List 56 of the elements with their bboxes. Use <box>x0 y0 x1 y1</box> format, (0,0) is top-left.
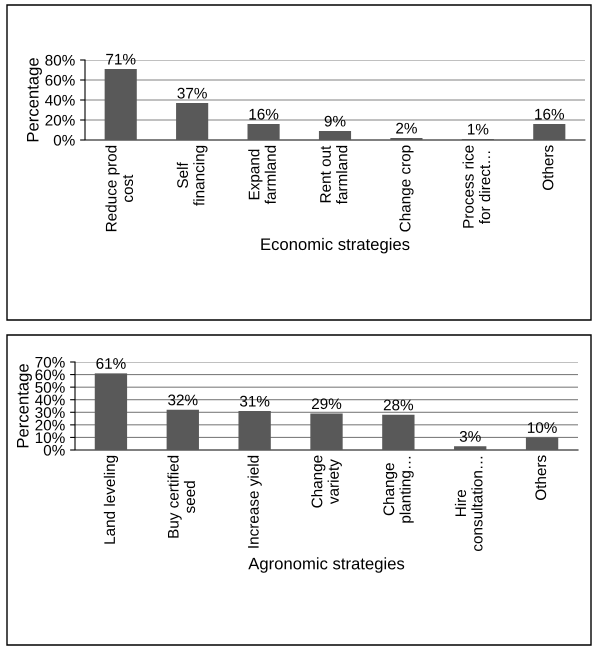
data-label: 61% <box>96 358 126 369</box>
x-tick-label: Increase yield <box>248 456 262 548</box>
y-tick-label: 50% <box>35 382 65 393</box>
bar <box>382 414 415 450</box>
x-tick-label: Others <box>542 145 554 190</box>
y-tick-label: 70% <box>35 356 65 368</box>
x-tick-label: Others <box>534 455 546 500</box>
y-tick-label: 80% <box>45 54 75 66</box>
x-tick-label: Land leveling <box>104 456 118 544</box>
bar <box>318 131 352 140</box>
x-axis-title: Agronomic strategies <box>248 557 404 573</box>
x-tick-label: Change crop <box>399 145 414 232</box>
bar <box>248 124 280 140</box>
bar <box>454 446 486 450</box>
data-label: 71% <box>106 54 136 65</box>
data-label: 16% <box>535 108 564 120</box>
x-tick-label: Reduce prod cost <box>105 146 134 232</box>
y-tick-label: 0% <box>44 444 65 456</box>
y-tick-label: 40% <box>35 394 65 406</box>
y-axis-title: Percentage <box>27 58 42 142</box>
x-tick-label: Hire consultation… <box>454 456 483 552</box>
data-label: 37% <box>177 88 207 99</box>
bar <box>310 414 343 450</box>
y-tick-label: 10% <box>36 432 65 444</box>
data-label: 32% <box>168 394 198 406</box>
y-tick-label: 60% <box>35 369 65 380</box>
y-tick-label: 60% <box>45 74 75 86</box>
x-tick-label: Self financing <box>176 146 208 206</box>
x-tick-label: Change variety <box>311 456 342 508</box>
data-label: 28% <box>384 400 414 410</box>
y-axis-title: Percentage <box>17 364 32 448</box>
data-label: 16% <box>249 108 278 120</box>
y-tick-label: 30% <box>35 407 65 418</box>
data-label: 10% <box>528 422 557 434</box>
x-tick-label: Process rice for direct… <box>462 146 490 228</box>
data-label: 31% <box>240 396 270 407</box>
bar <box>176 103 208 140</box>
y-tick-label: 0% <box>54 134 75 146</box>
x-tick-label: Change planting… <box>383 456 414 523</box>
bar <box>166 410 199 450</box>
data-label: 29% <box>312 398 342 410</box>
data-label: 1% <box>468 124 488 135</box>
data-label: 9% <box>324 116 346 127</box>
x-axis-title: Economic strategies <box>261 238 410 254</box>
data-label: 3% <box>460 431 481 442</box>
x-tick-label: Buy certified seed <box>167 456 196 538</box>
bar <box>238 411 271 450</box>
y-tick-label: 40% <box>45 94 75 106</box>
data-label: 2% <box>396 122 417 134</box>
y-tick-label: 20% <box>35 420 65 431</box>
bar <box>533 124 566 140</box>
x-tick-label: Expand farmland <box>248 146 276 204</box>
bar <box>94 373 128 450</box>
bar <box>526 437 558 450</box>
y-tick-label: 20% <box>45 114 75 126</box>
bar <box>104 69 137 140</box>
